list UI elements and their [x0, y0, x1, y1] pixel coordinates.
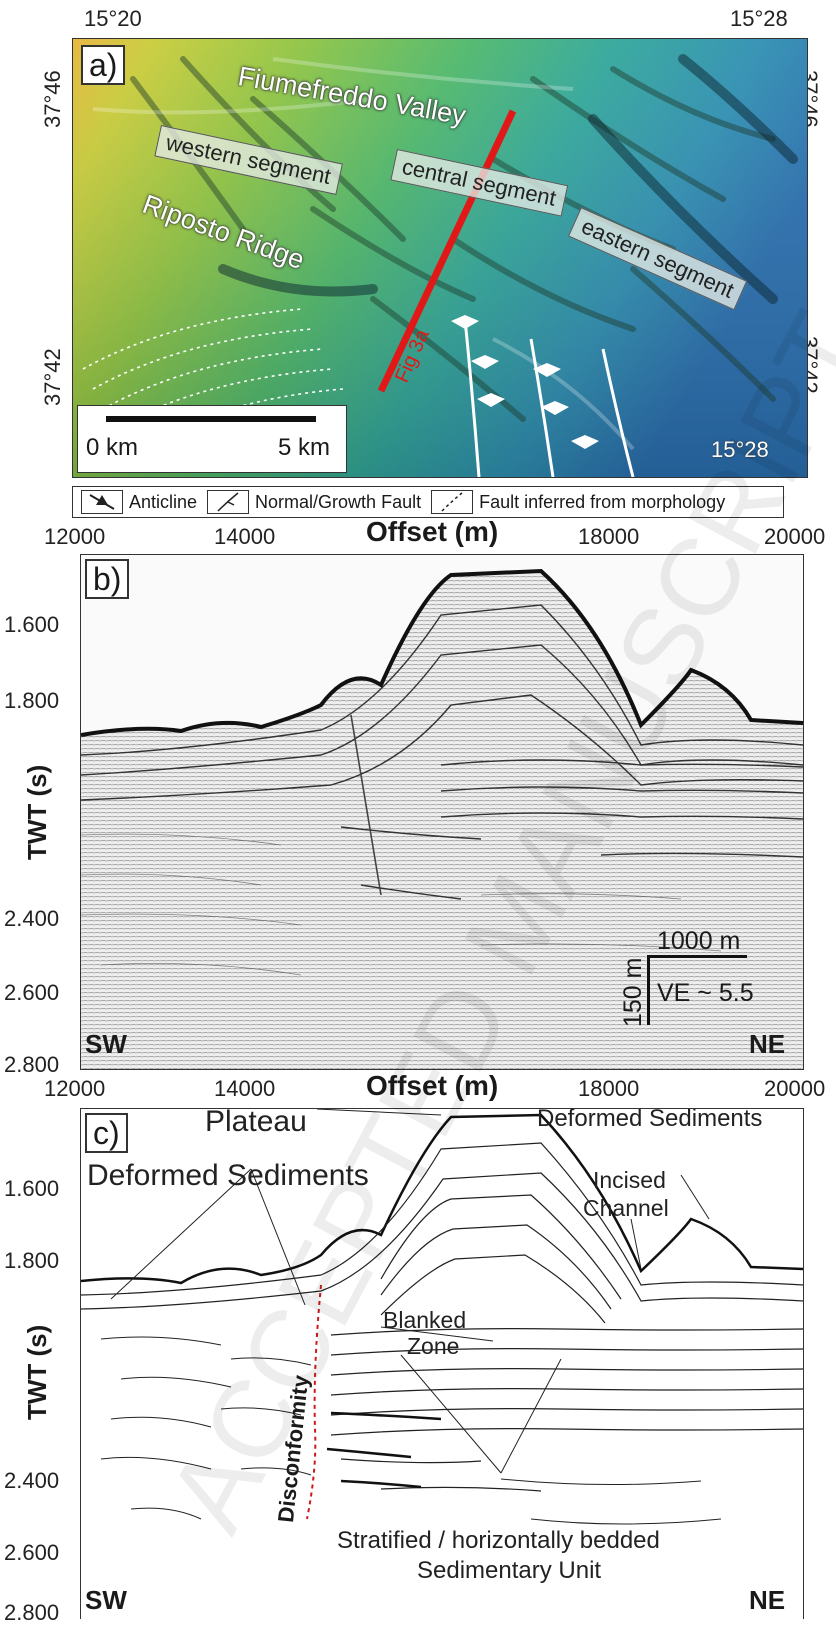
lon-tick-right: 15°28 — [730, 6, 788, 31]
scale-start: 0 km — [86, 434, 139, 461]
b-scale-v-label: 150 m — [619, 957, 647, 1027]
legend-inferred: Fault inferred from morphology — [431, 490, 725, 514]
normal-fault-icon — [207, 490, 250, 514]
legend-fault-label: Normal/Growth Fault — [255, 491, 422, 512]
panel-b-label: b) — [85, 559, 130, 599]
inferred-fault-icon — [431, 490, 474, 514]
b-ytick-1600: 1.600 — [4, 612, 60, 637]
interpretation-panel: c) Plateau Deformed Sediments Deformed S… — [80, 1108, 804, 1619]
scale-end: 5 km — [278, 434, 331, 461]
scale-bar-box: 0 km 5 km — [77, 405, 347, 473]
c-x-title: Offset (m) — [366, 1070, 499, 1101]
blanked-label-2: Zone — [407, 1333, 460, 1359]
stratified-label-1: Stratified / horizontally bedded — [337, 1527, 660, 1554]
b-sw-label: SW — [85, 1029, 127, 1059]
blanked-label-1: Blanked — [383, 1307, 467, 1333]
deformed-right-label: Deformed Sediments — [537, 1108, 763, 1132]
b-scale-horizontal — [647, 955, 747, 958]
panel-c-label: c) — [85, 1113, 128, 1153]
c-ytick-2800: 2.800 — [4, 1600, 60, 1625]
b-ytick-2600: 2.600 — [4, 980, 60, 1005]
b-ytick-2400: 2.400 — [4, 906, 60, 931]
c-xtick-14000: 14000 — [214, 1076, 276, 1101]
plateau-label: Plateau — [205, 1108, 307, 1138]
bathymetry-map: a) Fiumefreddo Valley Riposto Ridge west… — [72, 38, 808, 478]
scale-bar — [106, 416, 316, 422]
b-scale-vertical — [647, 955, 650, 1025]
c-ytick-2400: 2.400 — [4, 1468, 60, 1493]
c-xtick-20000: 20000 — [764, 1076, 826, 1101]
b-ytick-1800: 1.800 — [4, 688, 60, 713]
legend-inferred-label: Fault inferred from morphology — [479, 491, 726, 512]
lon-tick-left: 15°20 — [84, 6, 142, 31]
b-ne-label: NE — [749, 1029, 786, 1059]
b-ytick-2800: 2.800 — [4, 1052, 60, 1077]
inside-lon-tick: 15°28 — [711, 437, 769, 462]
c-xtick-18000: 18000 — [578, 1076, 640, 1101]
legend-anticline: Anticline — [81, 490, 197, 514]
b-xtick-18000: 18000 — [578, 524, 640, 549]
b-ve-label: VE ~ 5.5 — [657, 979, 754, 1007]
c-ytick-1800: 1.800 — [4, 1248, 60, 1273]
stratified-label-2: Sedimentary Unit — [417, 1557, 602, 1584]
seismic-profile: b) SW NE 1000 m 150 m VE ~ 5.5 — [80, 554, 804, 1070]
b-scale-h-label: 1000 m — [657, 927, 741, 955]
b-y-title: TWT (s) — [22, 764, 52, 860]
incised-label-1: Incised — [593, 1167, 666, 1193]
panel-a-label: a) — [81, 45, 126, 85]
c-ytick-2600: 2.600 — [4, 1540, 60, 1565]
legend-anticline-label: Anticline — [129, 491, 198, 512]
c-sw-label: SW — [85, 1585, 127, 1615]
c-ne-label: NE — [749, 1585, 786, 1615]
b-xtick-14000: 14000 — [214, 524, 276, 549]
lat-tick-left-top: 37°46 — [40, 70, 65, 128]
c-y-title: TWT (s) — [22, 1324, 52, 1420]
incised-label-2: Channel — [583, 1195, 669, 1221]
c-ytick-1600: 1.600 — [4, 1176, 60, 1201]
seismic-profile-graphic — [81, 568, 803, 1069]
interpretation-graphic — [81, 1109, 803, 1525]
legend-fault: Normal/Growth Fault — [207, 490, 421, 514]
b-x-title: Offset (m) — [366, 516, 499, 547]
anticline-icon — [81, 490, 123, 514]
c-xtick-12000: 12000 — [44, 1076, 106, 1101]
b-xtick-20000: 20000 — [764, 524, 826, 549]
b-xtick-12000: 12000 — [44, 524, 106, 549]
deformed-left-label: Deformed Sediments — [87, 1159, 369, 1192]
lat-tick-left-bottom: 37°42 — [40, 348, 65, 406]
map-legend: Anticline Normal/Growth Fault Fault infe… — [72, 486, 784, 518]
